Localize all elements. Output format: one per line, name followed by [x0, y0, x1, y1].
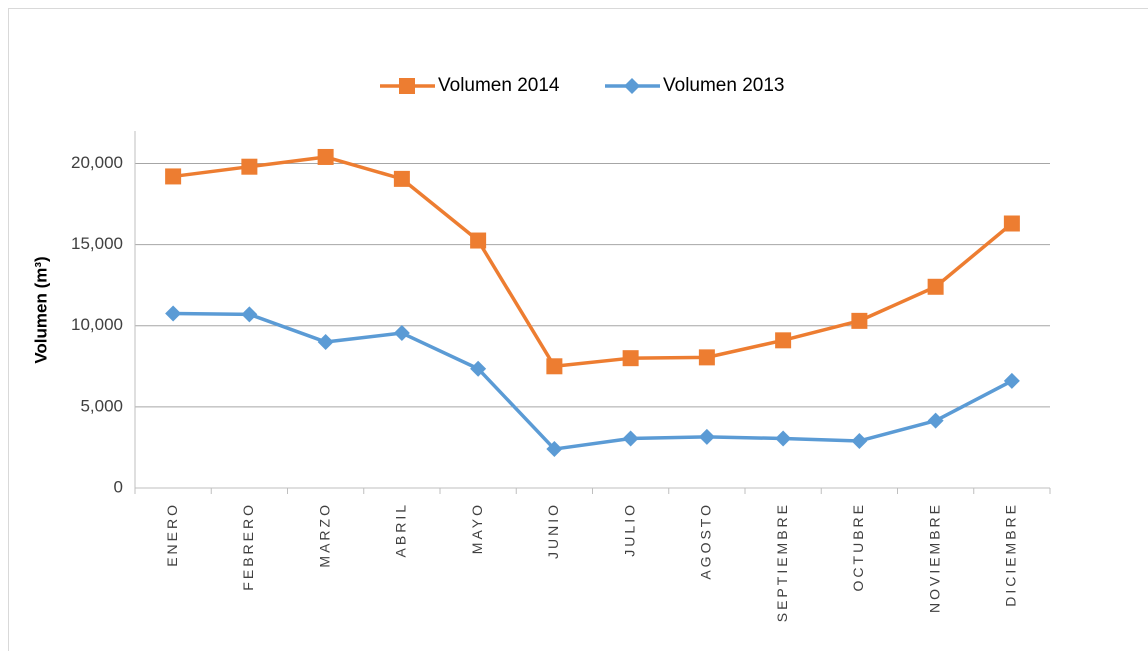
- point: [775, 430, 792, 447]
- series-line: [173, 311, 1013, 451]
- y-tick-label: 0: [114, 477, 123, 496]
- y-tick-label: 10,000: [71, 315, 123, 334]
- point: [622, 430, 639, 447]
- point: [851, 312, 868, 329]
- point: [851, 432, 868, 449]
- x-tick-label: AGOSTO: [698, 502, 714, 580]
- legend-label: Volumen 2014: [438, 75, 560, 96]
- x-tick-label: FEBRERO: [240, 502, 256, 591]
- x-tick-label: MAYO: [469, 502, 485, 554]
- point: [546, 358, 563, 375]
- x-tick-label: ENERO: [164, 502, 180, 567]
- point: [698, 349, 715, 366]
- x-tick-label: NOVIEMBRE: [926, 502, 942, 613]
- y-tick-label: 15,000: [71, 234, 123, 253]
- chart-border: [8, 8, 1148, 651]
- point: [165, 305, 182, 322]
- point: [470, 232, 487, 249]
- point: [165, 168, 182, 185]
- x-tick-label: SEPTIEMBRE: [774, 502, 790, 622]
- point: [393, 170, 410, 187]
- legend-marker: [399, 78, 415, 94]
- legend-marker: [624, 78, 640, 94]
- point: [241, 158, 258, 175]
- point: [927, 412, 944, 429]
- x-tick-label: DICIEMBRE: [1003, 502, 1019, 607]
- point: [241, 306, 258, 323]
- point: [317, 333, 334, 350]
- point: [775, 332, 792, 349]
- y-axis-label: Volumen (m³): [31, 256, 50, 363]
- x-tick-label: MARZO: [316, 502, 332, 568]
- point: [622, 350, 639, 367]
- y-tick-label: 5,000: [80, 396, 123, 415]
- point: [698, 428, 715, 445]
- point: [546, 441, 563, 458]
- legend-label: Volumen 2013: [663, 75, 785, 96]
- point: [470, 360, 487, 377]
- point: [1003, 372, 1020, 389]
- series-line: [172, 155, 1013, 369]
- point: [1003, 215, 1020, 232]
- x-tick-label: JULIO: [621, 502, 637, 557]
- x-tick-label: ABRIL: [393, 502, 409, 557]
- point: [393, 325, 410, 342]
- y-tick-label: 20,000: [71, 153, 123, 172]
- point: [317, 148, 334, 165]
- x-tick-label: OCTUBRE: [850, 502, 866, 591]
- point: [927, 278, 944, 295]
- x-tick-label: JUNIO: [545, 502, 561, 559]
